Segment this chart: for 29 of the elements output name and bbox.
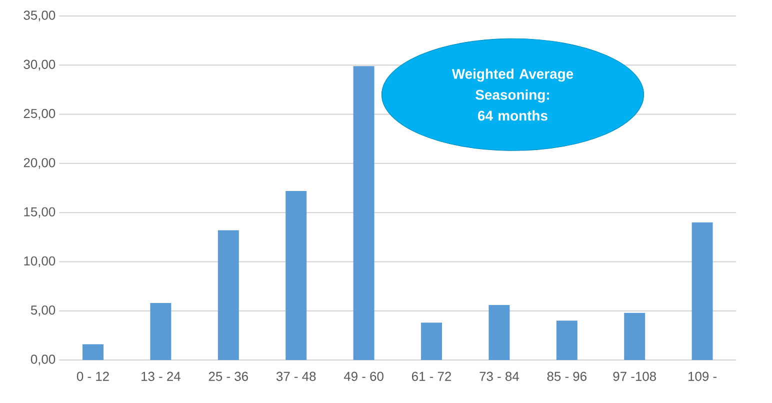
x-tick-label: 73 - 84: [480, 372, 519, 381]
x-tick-label: 13 - 24: [142, 372, 180, 381]
x-tick-label: 85 - 96: [547, 372, 586, 381]
y-tick-label: 35,00: [24, 10, 56, 22]
bar: [82, 344, 104, 360]
y-tick-label: 30,00: [24, 60, 56, 70]
bar: [624, 312, 646, 360]
y-tick-label: 5,00: [30, 306, 56, 316]
bar: [488, 304, 510, 360]
bar: [218, 230, 239, 360]
annotation: Weighted Average Seasoning: 64 months: [452, 68, 574, 121]
bar: [286, 190, 307, 360]
x-tick-label: 109 -: [688, 372, 716, 381]
y-tick-label: 10,00: [24, 256, 56, 268]
x-tick-label: 61 - 72: [412, 372, 451, 381]
bar: [353, 66, 374, 360]
x-tick-label: 37 - 48: [276, 372, 316, 381]
y-tick-label: 20,00: [24, 158, 56, 169]
y-tick-label: 15,00: [24, 207, 56, 218]
bar: [556, 320, 578, 360]
bar: [421, 322, 442, 360]
bar: [692, 222, 713, 360]
x-tick-label: 25 - 36: [208, 372, 248, 381]
bar: [150, 302, 172, 360]
y-tick-label: 0,00: [30, 354, 56, 366]
x-tick-label: 49 - 60: [344, 372, 384, 381]
y-tick-label: 25,00: [24, 108, 56, 120]
x-tick-label: 0 - 12: [76, 372, 109, 381]
x-tick-label: 97 -108: [613, 372, 656, 381]
